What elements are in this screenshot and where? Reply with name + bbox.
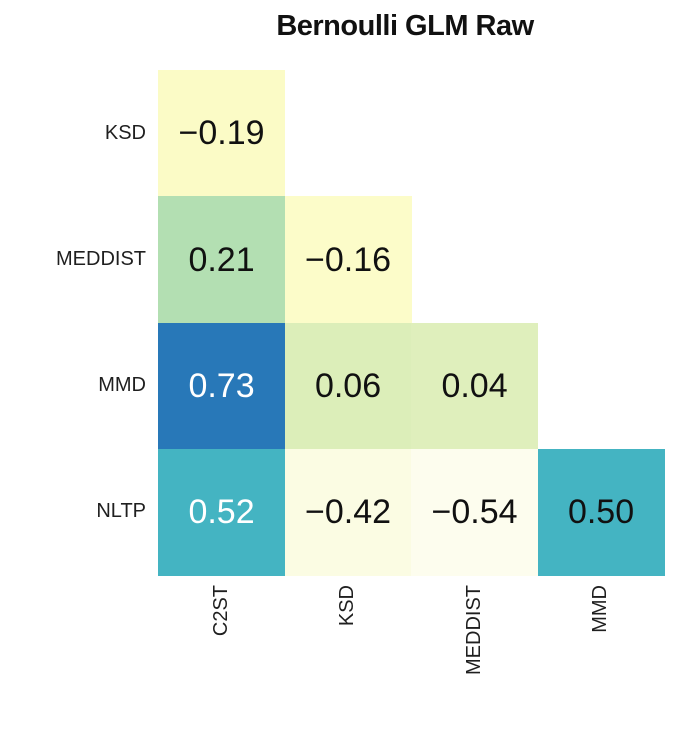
y-axis-label-MMD: MMD — [98, 374, 146, 397]
y-axis-label-NLTP: NLTP — [96, 500, 146, 523]
heatmap-cell-NLTP-MEDDIST: −0.54 — [411, 448, 539, 576]
heatmap-cell-MEDDIST-C2ST: 0.21 — [158, 196, 286, 324]
heatmap-cell-KSD-C2ST: −0.19 — [158, 70, 286, 197]
chart-title: Bernoulli GLM Raw — [276, 10, 534, 42]
x-axis-label-KSD: KSD — [336, 585, 359, 627]
heatmap-cell-NLTP-MMD: 0.50 — [537, 448, 665, 576]
heatmap-cell-NLTP-C2ST: 0.52 — [158, 448, 286, 576]
heatmap-cell-NLTP-KSD: −0.42 — [284, 448, 412, 576]
x-axis-label-C2ST: C2ST — [209, 585, 232, 637]
heatmap-cell-MMD-MEDDIST: 0.04 — [411, 322, 539, 450]
heatmap-cell-MMD-C2ST: 0.73 — [158, 322, 286, 450]
x-axis-label-MMD: MMD — [589, 585, 612, 633]
y-axis-label-KSD: KSD — [104, 121, 146, 144]
heatmap-cell-MEDDIST-KSD: −0.16 — [284, 196, 412, 324]
y-axis-label-MEDDIST: MEDDIST — [56, 247, 146, 270]
heatmap-cell-MMD-KSD: 0.06 — [284, 322, 412, 450]
x-axis-label-MEDDIST: MEDDIST — [462, 585, 485, 675]
